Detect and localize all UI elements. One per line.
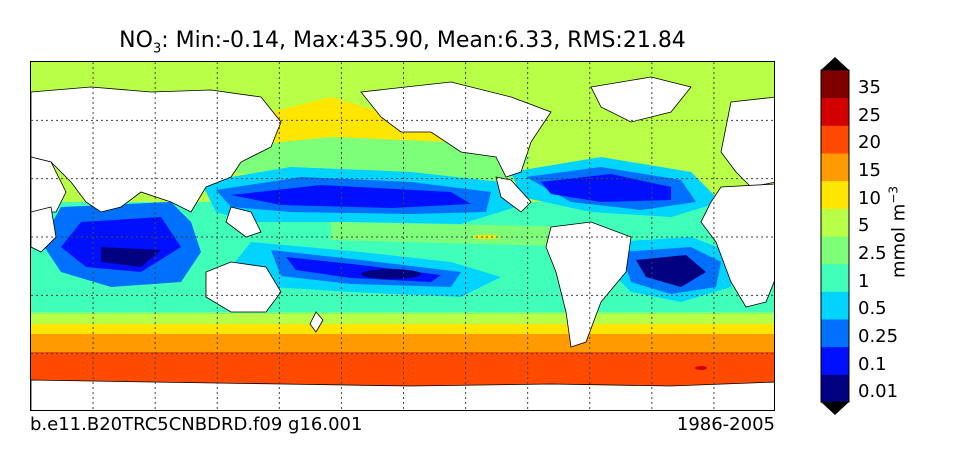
gridlines (31, 62, 774, 410)
colorbar-tick-label: 35 (858, 76, 881, 98)
case-name-label: b.e11.B20TRC5CNBDRD.f09 g16.001 (30, 414, 363, 435)
colorbar-segment (821, 208, 849, 237)
australia-landmass (205, 261, 282, 313)
colorbar-segment (821, 125, 849, 154)
arabia-landmass (31, 206, 57, 253)
south-america-landmass (545, 221, 632, 348)
colorbar-segment (821, 263, 849, 292)
units-exponent: −3 (886, 185, 901, 204)
colorbar-segment (821, 180, 849, 209)
north-atlantic-blue (541, 174, 671, 202)
colorbar-segment (821, 97, 849, 126)
colorbar-segment (821, 374, 849, 403)
south-pacific-gyre-core (361, 269, 421, 279)
indian-ocean-core (101, 247, 161, 267)
colorbar-tick-label: 10 (858, 187, 881, 209)
colorbar-tick-label: 5 (858, 215, 870, 237)
map-panel (30, 61, 775, 411)
map-title: NO3: Min:-0.14, Max:435.90, Mean:6.33, R… (30, 28, 775, 56)
north-pacific-gyre-blue (231, 185, 471, 208)
europe-west-landmass (31, 156, 67, 213)
north-america-landmass (360, 81, 552, 178)
years-label: 1986-2005 (676, 414, 775, 435)
africa-landmass (700, 183, 774, 308)
equatorial-pacific-green (331, 222, 591, 247)
colorbar-units: mmol m−3 (887, 186, 910, 278)
colorbar (820, 57, 850, 415)
colorbar-tick-label: 0.1 (858, 353, 887, 375)
colorbar-segment (821, 153, 849, 182)
colorbar-segment (821, 346, 849, 375)
units-base: mmol m (888, 203, 910, 279)
colorbar-segment (821, 319, 849, 348)
colorbar-tick-label: 25 (858, 104, 881, 126)
greenland-landmass (590, 76, 692, 123)
colorbar-tick-label: 15 (858, 159, 881, 181)
title-species: NO (119, 28, 153, 53)
arctic-region (31, 62, 774, 100)
new-zealand-landmass (309, 311, 324, 333)
colorbar-segment (821, 70, 849, 99)
colorbar-frame (820, 69, 850, 403)
southern-red-patch (695, 366, 707, 370)
colorbar-tick-label: 0.25 (858, 325, 899, 347)
colorbar-segment (821, 291, 849, 320)
central-america-landmass (495, 176, 532, 213)
nitrate-map (31, 62, 774, 410)
colorbar-segment (821, 236, 849, 265)
title-subscript: 3 (152, 41, 162, 57)
south-atlantic-core (636, 255, 706, 287)
colorbar-max-extension (821, 57, 849, 70)
maritime-continent-landmass (225, 206, 262, 238)
colorbar-tick-label: 1 (858, 270, 870, 292)
title-stats: : Min:-0.14, Max:435.90, Mean:6.33, RMS:… (161, 28, 686, 53)
colorbar-tick-label: 0.5 (858, 298, 887, 320)
colorbar-min-extension (821, 402, 849, 415)
colorbar-tick-label: 0.01 (858, 381, 899, 403)
colorbar-tick-label: 20 (858, 132, 881, 154)
colorbar-tick-label: 2.5 (858, 242, 887, 264)
